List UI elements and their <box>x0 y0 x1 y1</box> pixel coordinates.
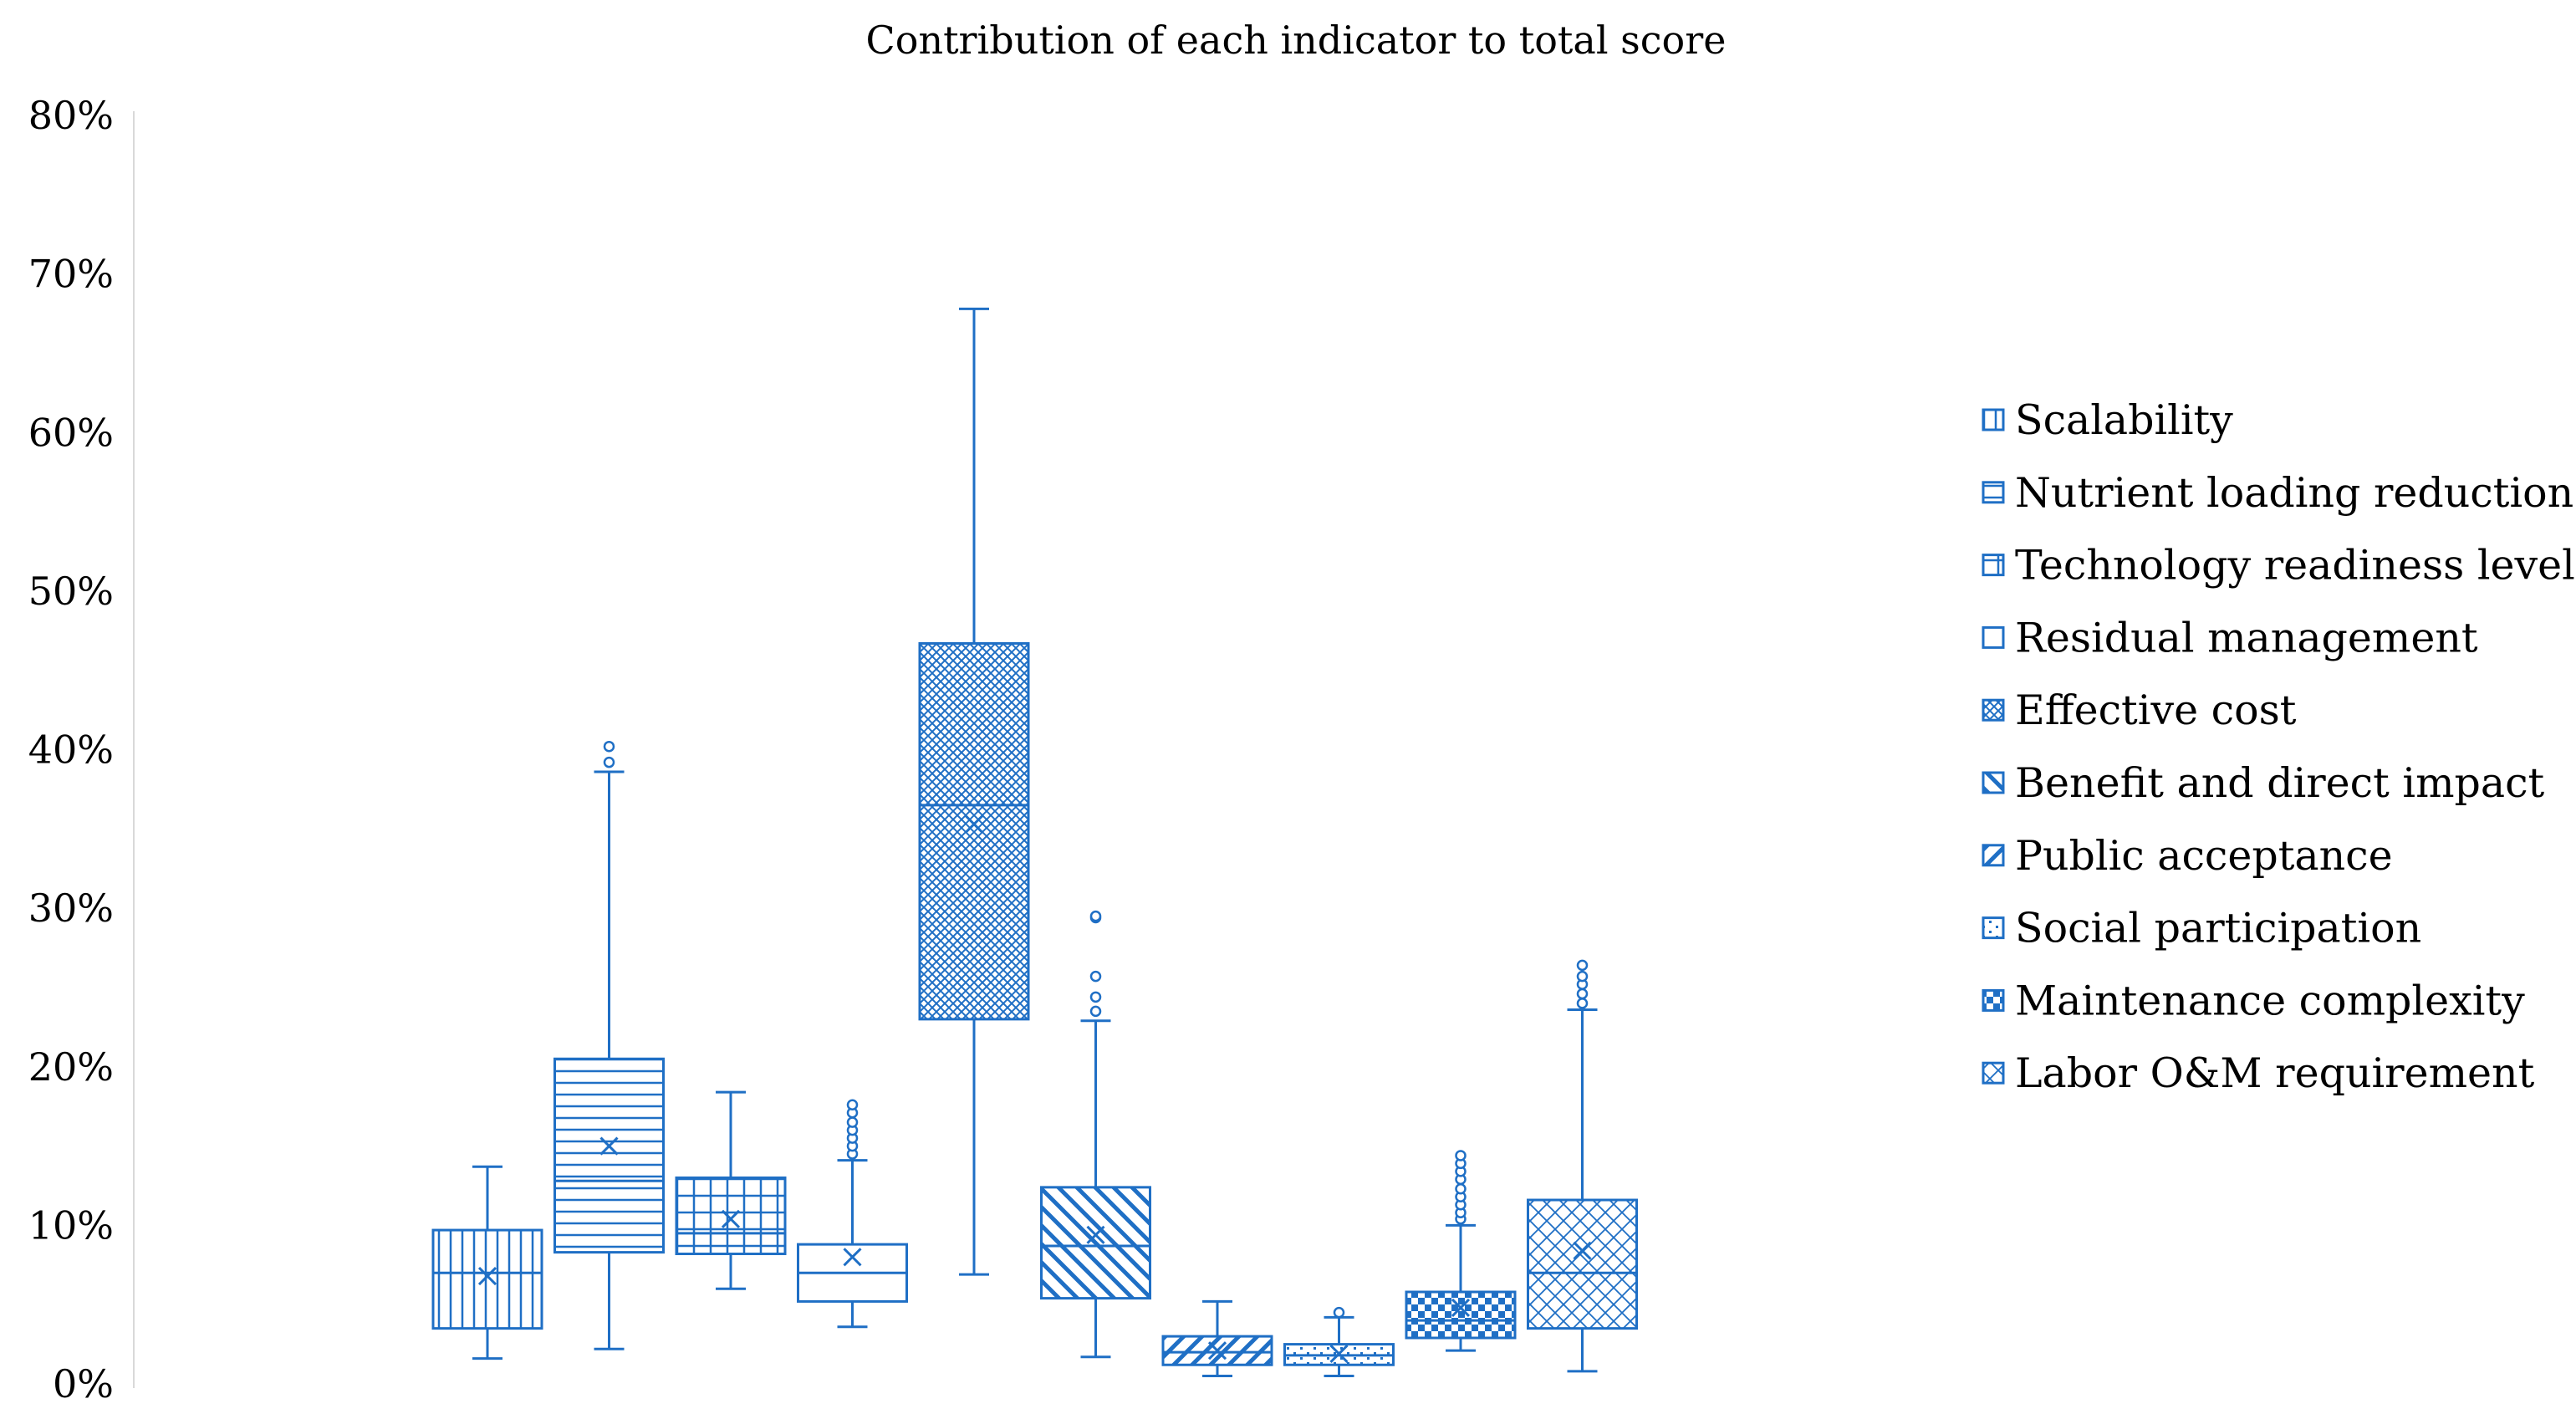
y-tick-label: 0% <box>53 1361 114 1406</box>
legend-swatch <box>1982 916 2005 940</box>
box-technology-readiness-level <box>675 1090 787 1290</box>
legend-label: Technology readiness level <box>2015 542 2575 590</box>
box-iqr <box>1405 1290 1517 1340</box>
outlier-point <box>1455 1150 1467 1161</box>
outlier-point <box>1576 998 1589 1009</box>
outlier-point <box>1089 1005 1102 1018</box>
box-iqr <box>675 1176 787 1256</box>
mean-marker <box>477 1266 497 1286</box>
box-series-group <box>431 307 1638 1378</box>
outlier-point <box>1333 1306 1345 1319</box>
mean-marker <box>721 1209 741 1228</box>
box-nutrient-loading-reduction <box>553 740 665 1350</box>
mean-marker <box>1207 1341 1227 1360</box>
legend-label: Maintenance complexity <box>2015 977 2525 1024</box>
outlier-point <box>1576 988 1589 1000</box>
mean-marker <box>964 814 984 834</box>
outlier-point <box>603 756 615 768</box>
outlier-point <box>1089 970 1102 983</box>
box-public-acceptance <box>1161 1299 1273 1378</box>
box-iqr <box>553 1057 665 1254</box>
legend-swatch <box>1982 844 2005 867</box>
box-iqr <box>1040 1186 1151 1300</box>
legend-label: Scalability <box>2015 396 2233 444</box>
y-axis-ticks: 0% 10% 20% 30% 40% 50% 60% 70% 80% <box>28 93 114 1406</box>
mean-marker <box>599 1136 619 1156</box>
mean-marker <box>1573 1241 1592 1260</box>
legend-label: Public acceptance <box>2015 832 2393 880</box>
mean-marker <box>1329 1344 1349 1364</box>
y-tick-label: 60% <box>28 410 114 455</box>
mean-marker <box>843 1248 862 1267</box>
box-iqr <box>918 641 1030 1021</box>
legend-swatch <box>1982 408 2005 431</box>
outlier-point <box>1576 970 1589 983</box>
y-tick-label: 80% <box>28 93 114 138</box>
legend-swatch <box>1982 554 2005 577</box>
y-tick-label: 40% <box>28 727 114 773</box>
outlier-point <box>1089 991 1102 1003</box>
box-benefit-and-direct-impact <box>1040 910 1151 1359</box>
mean-marker <box>1451 1298 1471 1318</box>
box-residual-management <box>797 1099 908 1329</box>
box-iqr <box>1527 1198 1638 1330</box>
mean-marker <box>1086 1225 1105 1244</box>
legend-label: Social participation <box>2015 905 2421 952</box>
box-effective-cost <box>918 307 1030 1276</box>
legend-label: Effective cost <box>2015 687 2297 734</box>
outlier-point <box>846 1099 859 1111</box>
legend: Scalability Nutrient loading reduction Tec… <box>1982 396 2575 1097</box>
legend-label: Benefit and direct impact <box>2015 759 2545 807</box>
legend-swatch <box>1982 698 2005 722</box>
box-labor-o-m-requirement <box>1527 959 1638 1373</box>
box-iqr <box>431 1228 543 1330</box>
legend-label: Residual management <box>2015 614 2478 661</box>
box-maintenance-complexity <box>1405 1150 1517 1352</box>
y-tick-label: 70% <box>28 252 114 297</box>
legend-swatch <box>1982 771 2005 794</box>
box-social-participation <box>1283 1306 1395 1378</box>
chart-title: Contribution of each indicator to total … <box>866 18 1727 63</box>
outlier-point <box>1455 1183 1467 1195</box>
y-tick-label: 20% <box>28 1044 114 1090</box>
legend-label: Labor O&M requirement <box>2015 1049 2535 1097</box>
y-tick-label: 10% <box>28 1202 114 1248</box>
legend-swatch <box>1982 481 2005 504</box>
outlier-point <box>603 740 615 753</box>
outlier-point <box>1576 959 1589 972</box>
y-tick-label: 50% <box>28 569 114 614</box>
box-scalability <box>431 1165 543 1360</box>
outlier-point <box>846 1116 859 1128</box>
outlier-point <box>1089 910 1102 922</box>
legend-swatch <box>1982 625 2005 649</box>
legend-swatch <box>1982 1061 2005 1085</box>
legend-label: Nutrient loading reduction <box>2015 469 2573 517</box>
y-tick-label: 30% <box>28 886 114 931</box>
legend-swatch <box>1982 988 2005 1012</box>
